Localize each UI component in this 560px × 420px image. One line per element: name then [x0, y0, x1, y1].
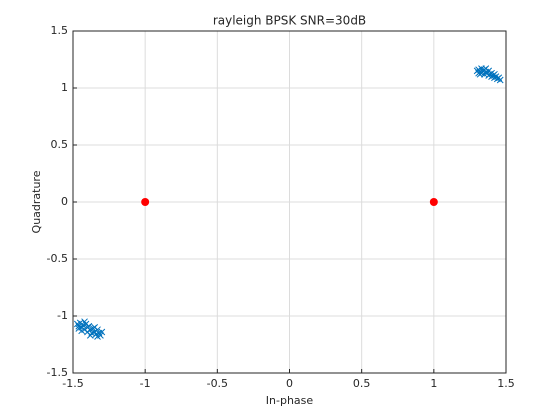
point [94, 333, 101, 340]
chart-title: rayleigh BPSK SNR=30dB [213, 14, 366, 28]
y-tick-label: 0.5 [51, 138, 69, 151]
point [141, 198, 150, 206]
y-tick-label: -1 [57, 309, 68, 322]
x-tick-label: -1 [140, 377, 151, 390]
y-tick-label: 1.5 [51, 24, 69, 37]
x-tick-label: -1.5 [62, 377, 83, 390]
point [475, 69, 482, 77]
x-tick-label: -0.5 [207, 377, 228, 390]
y-tick-label: 1 [61, 81, 68, 94]
point [75, 325, 83, 332]
x-tick-label: 1.5 [497, 377, 515, 390]
y-tick-label: -1.5 [47, 366, 68, 379]
y-tick-label: -0.5 [47, 252, 68, 265]
point [81, 318, 88, 326]
x-tick-label: 1 [430, 377, 437, 390]
y-tick-label: 0 [61, 195, 68, 208]
point [429, 198, 438, 206]
x-tick-label: 0.5 [353, 377, 371, 390]
y-axis-label: Quadrature [30, 170, 43, 233]
point [482, 65, 490, 72]
axes-box [72, 30, 507, 374]
point [91, 324, 99, 331]
x-axis-label: In-phase [266, 394, 314, 407]
point [496, 76, 504, 84]
x-tick-label: 0 [286, 377, 293, 390]
point [86, 332, 94, 339]
